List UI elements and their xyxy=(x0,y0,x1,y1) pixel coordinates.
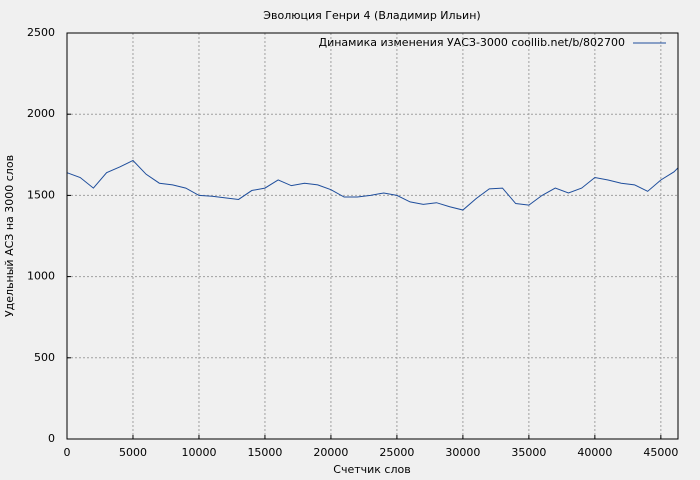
x-tick-label: 35000 xyxy=(511,446,546,459)
y-tick-label: 1500 xyxy=(27,188,55,201)
data-line xyxy=(66,159,679,211)
x-tick-label: 30000 xyxy=(445,446,480,459)
x-tick-label: 25000 xyxy=(379,446,414,459)
x-tick-label: 45000 xyxy=(643,446,678,459)
chart-title: Эволюция Генри 4 (Владимир Ильин) xyxy=(263,9,480,22)
y-tick-label: 0 xyxy=(48,432,55,445)
y-tick-label: 500 xyxy=(34,351,55,364)
x-tick-label: 10000 xyxy=(181,446,216,459)
x-tick-label: 40000 xyxy=(577,446,612,459)
y-axis-label: Удельный АСЗ на 3000 слов xyxy=(3,155,16,317)
plot-frame xyxy=(66,32,679,440)
x-axis-label: Счетчик слов xyxy=(333,463,410,476)
legend-label: Динамика изменения УАСЗ-3000 coollib.net… xyxy=(319,36,626,49)
x-tick-label: 15000 xyxy=(247,446,282,459)
x-tick-label: 20000 xyxy=(313,446,348,459)
y-tick-label: 1000 xyxy=(27,270,55,283)
x-tick-label: 0 xyxy=(64,446,71,459)
y-tick-label: 2500 xyxy=(27,26,55,39)
x-tick-label: 5000 xyxy=(119,446,147,459)
y-tick-label: 2000 xyxy=(27,107,55,120)
